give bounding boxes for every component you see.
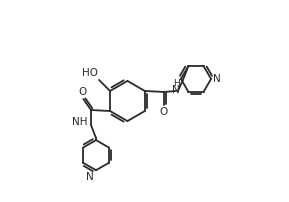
Text: NH: NH (72, 117, 87, 127)
Text: O: O (159, 107, 167, 117)
Text: N: N (86, 172, 94, 182)
Text: N: N (213, 74, 221, 84)
Text: HO: HO (82, 68, 98, 78)
Text: O: O (79, 87, 87, 97)
Text: H: H (173, 79, 180, 88)
Text: N: N (172, 85, 179, 95)
